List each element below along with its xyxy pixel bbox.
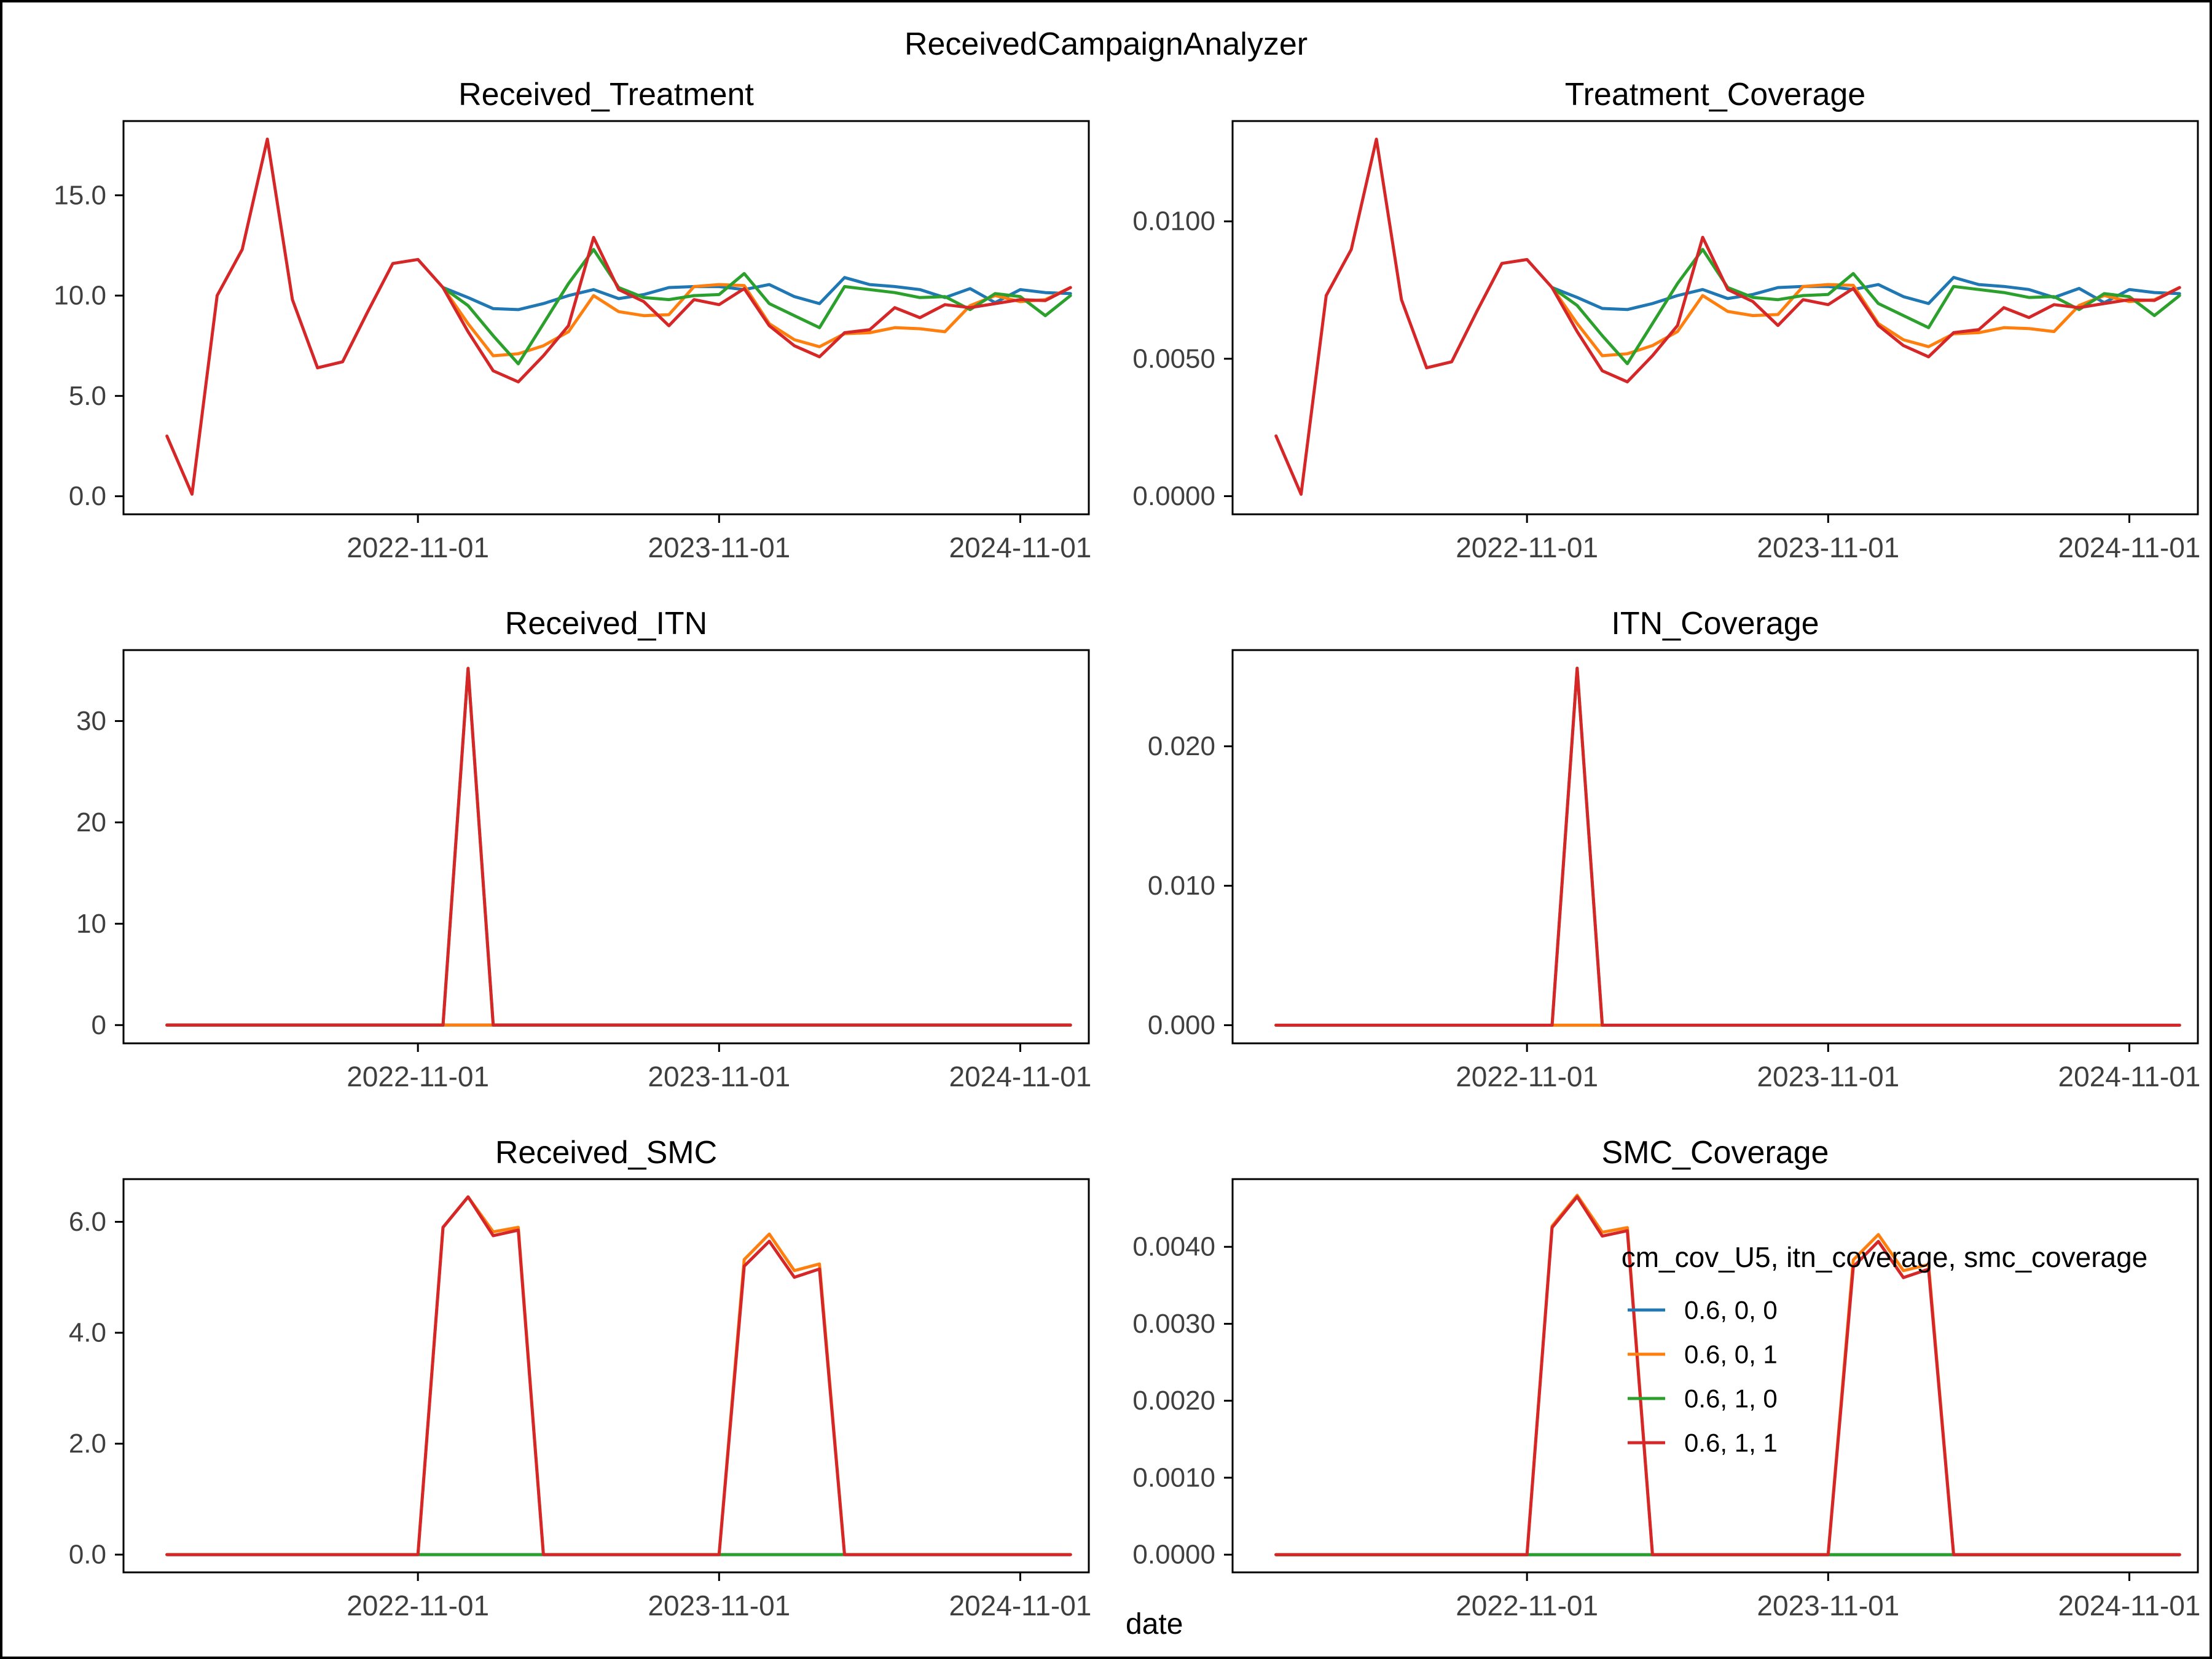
y-tick-label: 0.0 <box>69 481 106 511</box>
y-tick-label: 20 <box>76 807 106 837</box>
x-tick-label: 2024-11-01 <box>2058 1590 2201 1622</box>
x-axis-label: date <box>1126 1608 1183 1641</box>
x-tick-label: 2022-11-01 <box>1456 1061 1598 1092</box>
legend: cm_cov_U5, itn_coverage, smc_coverage 0.6… <box>1622 1241 2148 1457</box>
panel-title: Received_Treatment <box>458 77 754 112</box>
series-line-red <box>1274 138 2181 496</box>
legend-entry-label: 0.6, 1, 0 <box>1684 1384 1778 1413</box>
y-tick-label: 6.0 <box>69 1207 106 1237</box>
x-tick-label: 2023-11-01 <box>1757 1590 1899 1622</box>
x-tick-label: 2023-11-01 <box>1757 531 1899 563</box>
y-tick-label: 0.010 <box>1148 871 1215 901</box>
panel-treatment-coverage: 0.0000 0.0050 0.0100 2022-11-01 2023-11-01 20… <box>1132 77 2200 563</box>
legend-title: cm_cov_U5, itn_coverage, smc_coverage <box>1622 1241 2148 1273</box>
y-tick-label: 0.000 <box>1148 1010 1215 1040</box>
y-tick-label: 4.0 <box>69 1318 106 1348</box>
x-tick-label: 2022-11-01 <box>1456 531 1598 563</box>
plot-area <box>1231 120 2199 516</box>
y-tick-label: 5.0 <box>69 381 106 411</box>
y-tick-label: 0.0010 <box>1132 1462 1215 1492</box>
x-tick-label: 2023-11-01 <box>648 531 790 563</box>
series-line-red <box>165 1195 1072 1556</box>
y-tick-label: 10.0 <box>53 281 106 311</box>
y-tick-label: 0 <box>92 1010 106 1040</box>
x-tick-label: 2024-11-01 <box>2058 531 2201 563</box>
figure-title: ReceivedCampaignAnalyzer <box>904 26 1308 62</box>
panel-title: SMC_Coverage <box>1602 1135 1829 1171</box>
x-tick-label: 2023-11-01 <box>648 1590 790 1622</box>
x-tick-label: 2022-11-01 <box>347 1590 489 1622</box>
legend-entry-label: 0.6, 1, 1 <box>1684 1429 1778 1457</box>
panel-title: ITN_Coverage <box>1611 606 1819 641</box>
x-tick-label: 2022-11-01 <box>1456 1590 1598 1622</box>
x-tick-label: 2022-11-01 <box>347 1061 489 1092</box>
y-tick-label: 30 <box>76 706 106 736</box>
y-tick-label: 0.0040 <box>1132 1232 1215 1262</box>
series-line-red <box>165 137 1072 496</box>
y-tick-label: 2.0 <box>69 1429 106 1459</box>
panel-title: Received_SMC <box>495 1135 717 1171</box>
y-tick-label: 0.0 <box>69 1540 106 1570</box>
plot-area <box>122 649 1090 1045</box>
y-tick-label: 0.0030 <box>1132 1309 1215 1339</box>
plot-area <box>122 1178 1090 1574</box>
x-tick-label: 2023-11-01 <box>648 1061 790 1092</box>
y-tick-label: 15.0 <box>53 180 106 210</box>
panel-title: Treatment_Coverage <box>1565 77 1865 112</box>
y-tick-label: 0.0000 <box>1132 1540 1215 1570</box>
plot-area <box>1231 649 2199 1045</box>
y-tick-label: 0.0020 <box>1132 1386 1215 1416</box>
x-tick-label: 2024-11-01 <box>949 531 1092 563</box>
y-tick-label: 0.020 <box>1148 731 1215 761</box>
y-tick-label: 0.0100 <box>1132 206 1215 237</box>
series-line-red <box>1274 1195 2181 1556</box>
x-tick-label: 2024-11-01 <box>949 1590 1092 1622</box>
x-tick-label: 2023-11-01 <box>1757 1061 1899 1092</box>
x-tick-label: 2024-11-01 <box>949 1061 1092 1092</box>
plot-area <box>122 120 1090 516</box>
panel-itn-coverage: 0.000 0.010 0.020 2022-11-01 2023-11-01 2024-… <box>1148 606 2201 1092</box>
series-line-red <box>1274 667 2181 1027</box>
panel-received-itn: 0 10 20 30 2022-11-01 2023-11-01 2024-11-01 Rec… <box>76 606 1091 1092</box>
legend-entry-label: 0.6, 0, 0 <box>1684 1296 1778 1325</box>
panel-received-treatment: 0.0 5.0 10.0 15.0 2022-11-01 2023-11-01 2024-1… <box>53 77 1091 563</box>
y-tick-label: 0.0050 <box>1132 343 1215 374</box>
plot-area <box>1231 1178 2199 1574</box>
panel-title: Received_ITN <box>505 606 707 641</box>
legend-entry-label: 0.6, 0, 1 <box>1684 1340 1778 1369</box>
x-tick-label: 2024-11-01 <box>2058 1061 2201 1092</box>
series-line-red <box>165 667 1072 1027</box>
panel-received-smc: 0.0 2.0 4.0 6.0 2022-11-01 2023-11-01 2024-11-… <box>69 1135 1092 1622</box>
panel-smc-coverage: 0.0000 0.0010 0.0020 0.0030 0.0040 2022-11-01… <box>1132 1135 2200 1622</box>
x-tick-label: 2022-11-01 <box>347 531 489 563</box>
y-tick-label: 0.0000 <box>1132 481 1215 511</box>
y-tick-label: 10 <box>76 909 106 939</box>
